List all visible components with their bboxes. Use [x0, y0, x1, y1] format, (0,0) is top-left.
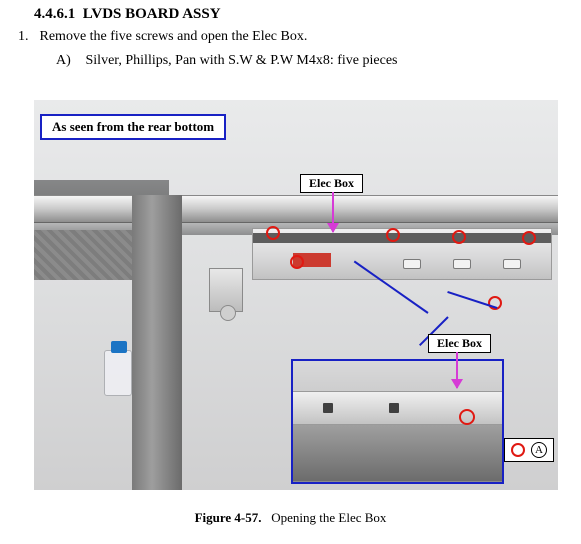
section-title: LVDS BOARD ASSY [83, 6, 221, 22]
legend-letter: A [531, 442, 547, 458]
photo-main: As seen from the rear bottom Elec Box El… [34, 100, 558, 490]
rail-upper [34, 195, 558, 223]
figure-caption-text: Opening the Elec Box [271, 510, 386, 525]
gantry-column [132, 195, 182, 490]
port-icon [323, 403, 333, 413]
screw-ring-icon [266, 226, 280, 240]
figure: As seen from the rear bottom Elec Box El… [34, 100, 558, 490]
figure-number: Figure 4-57. [195, 510, 262, 525]
step-line: 1. Remove the five screws and open the E… [0, 27, 581, 49]
port-icon [453, 259, 471, 269]
screw-ring-icon [459, 409, 475, 425]
figure-caption: Figure 4-57. Opening the Elec Box [0, 510, 581, 526]
screw-ring-icon [522, 231, 536, 245]
step-number: 1. [18, 29, 36, 45]
elec-box-label: Elec Box [300, 174, 363, 193]
substep-text: Silver, Phillips, Pan with S.W & P.W M4x… [86, 53, 398, 68]
port-icon [403, 259, 421, 269]
screw-ring-icon [452, 230, 466, 244]
elec-box-label: Elec Box [428, 334, 491, 353]
arrow-icon [332, 192, 334, 232]
detail-inset [291, 359, 504, 484]
screw-legend: A [504, 438, 554, 462]
ink-bottle-icon [104, 350, 132, 396]
screw-ring-icon [511, 443, 525, 457]
port-icon [503, 259, 521, 269]
elec-box-panel [252, 228, 552, 280]
arrow-icon [456, 352, 458, 388]
rear-view-badge: As seen from the rear bottom [40, 114, 226, 140]
port-icon [389, 403, 399, 413]
left-slab [34, 230, 134, 280]
screw-ring-icon [386, 228, 400, 242]
screw-ring-icon [290, 255, 304, 269]
bracket [209, 268, 243, 312]
inset-beam [293, 425, 502, 481]
section-number: 4.4.6.1 [34, 6, 75, 22]
substep-letter: A) [56, 53, 82, 69]
elec-box-slot [253, 233, 551, 243]
step-text: Remove the five screws and open the Elec… [40, 29, 308, 44]
substep-line: A) Silver, Phillips, Pan with S.W & P.W … [0, 49, 581, 77]
bottle-cap-icon [111, 341, 127, 353]
section-heading: 4.4.6.1 LVDS BOARD ASSY [0, 0, 581, 27]
